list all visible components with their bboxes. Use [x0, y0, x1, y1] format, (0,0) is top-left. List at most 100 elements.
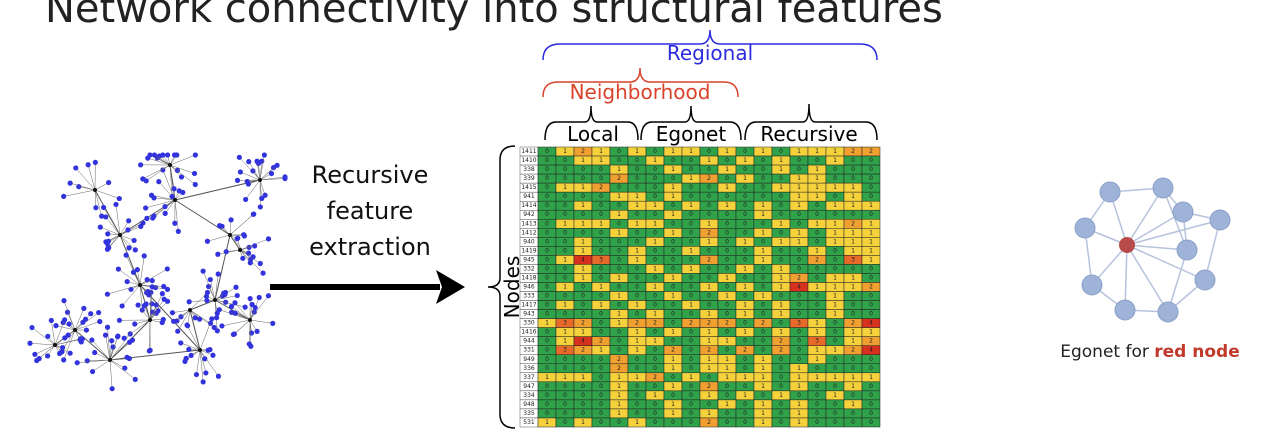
cell-value: 0	[599, 311, 603, 318]
cell-value: 0	[671, 374, 675, 381]
node	[61, 193, 67, 200]
cell-value: 0	[563, 157, 567, 164]
cell-value: 0	[815, 293, 819, 300]
edge	[259, 165, 278, 181]
cell-value: 0	[725, 265, 729, 272]
edge	[214, 299, 246, 308]
edge	[100, 226, 121, 236]
cell-value: 1	[743, 329, 747, 336]
node	[175, 328, 181, 334]
cell-value: 0	[797, 311, 801, 318]
cell-value: 1	[797, 410, 801, 417]
cell-value: 1	[743, 374, 747, 381]
node	[125, 227, 131, 233]
cell-value: 0	[707, 374, 711, 381]
row-label: 1415	[521, 184, 536, 191]
cell-value: 0	[761, 238, 765, 245]
cell-value: 1	[653, 284, 657, 291]
cell-value: 1	[689, 175, 693, 182]
cell-value: 1	[725, 338, 729, 345]
cell-value: 1	[797, 202, 801, 209]
edge	[210, 279, 216, 301]
cell-value: 1	[869, 247, 873, 254]
cell-value: 4	[581, 256, 585, 263]
cell-value: 3	[815, 338, 819, 345]
cell-value: 0	[779, 247, 783, 254]
cell-value: 1	[725, 401, 729, 408]
cell-value: 1	[851, 193, 855, 200]
cell-value: 1	[671, 184, 675, 191]
cell-value: 0	[617, 247, 621, 254]
node	[116, 317, 123, 323]
node	[132, 376, 138, 382]
node	[210, 352, 216, 358]
cell-value: 1	[707, 220, 711, 227]
node	[151, 152, 158, 158]
cell-value: 1	[761, 356, 765, 363]
node	[213, 298, 217, 302]
cell-value: 0	[869, 401, 873, 408]
cell-value: 1	[833, 238, 837, 245]
edge	[109, 342, 130, 361]
cell-value: 1	[743, 302, 747, 309]
cell-value: 1	[833, 347, 837, 354]
row-label: 1411	[521, 148, 536, 155]
cell-value: 0	[815, 229, 819, 236]
cell-value: 1	[779, 311, 783, 318]
cell-value: 0	[833, 365, 837, 372]
cell-value: 1	[581, 247, 585, 254]
node	[205, 347, 211, 353]
node	[148, 318, 152, 322]
cell-value: 0	[563, 193, 567, 200]
cell-value: 0	[707, 293, 711, 300]
caption-highlight: red node	[1154, 342, 1239, 362]
cell-value: 0	[869, 365, 873, 372]
cell-value: 1	[653, 338, 657, 345]
node	[248, 318, 252, 322]
cell-value: 0	[743, 356, 747, 363]
cell-value: 0	[779, 256, 783, 263]
cell-value: 0	[563, 383, 567, 390]
cell-value: 1	[599, 157, 603, 164]
label-local: Local	[567, 122, 619, 146]
cell-value: 1	[797, 193, 801, 200]
edge	[107, 327, 111, 361]
cell-value: 0	[833, 329, 837, 336]
cell-value: 0	[815, 311, 819, 318]
cell-value: 3	[563, 320, 567, 327]
cell-value: 0	[545, 293, 549, 300]
cell-value: 0	[797, 256, 801, 263]
edge	[214, 273, 219, 301]
cell-value: 0	[689, 238, 693, 245]
cell-value: 0	[797, 166, 801, 173]
cell-value: 1	[851, 383, 855, 390]
cell-value: 2	[869, 148, 873, 155]
cell-value: 0	[599, 166, 603, 173]
node	[186, 346, 192, 352]
cell-value: 0	[545, 365, 549, 372]
cell-value: 1	[653, 220, 657, 227]
edge	[77, 359, 111, 363]
cell-value: 0	[833, 256, 837, 263]
cell-value: 0	[563, 166, 567, 173]
node	[238, 248, 242, 252]
cell-value: 1	[779, 302, 783, 309]
cell-value: 1	[689, 302, 693, 309]
cell-value: 0	[617, 302, 621, 309]
edge	[249, 319, 273, 324]
cell-value: 0	[869, 392, 873, 399]
cell-value: 0	[689, 166, 693, 173]
cell-value: 0	[689, 392, 693, 399]
node	[188, 352, 194, 358]
cell-value: 2	[617, 356, 621, 363]
row-label: 940	[523, 238, 535, 245]
node	[211, 324, 217, 331]
cell-value: 0	[851, 410, 855, 417]
cell-value: 0	[689, 356, 693, 363]
cell-value: 2	[797, 274, 801, 281]
node	[246, 159, 252, 165]
cell-value: 0	[599, 175, 603, 182]
cell-value: 0	[725, 193, 729, 200]
cell-value: 0	[689, 184, 693, 191]
edge	[169, 164, 173, 197]
